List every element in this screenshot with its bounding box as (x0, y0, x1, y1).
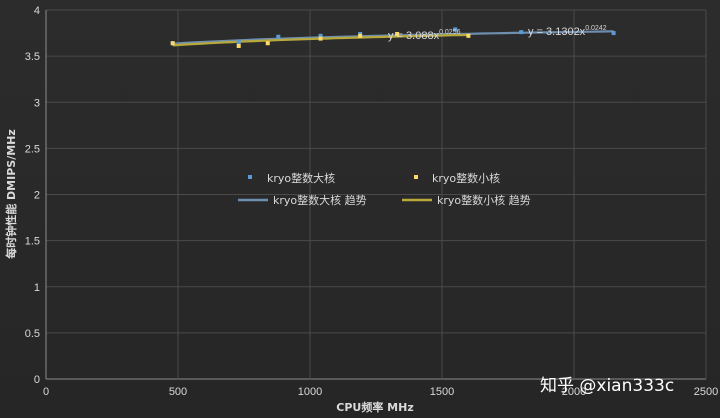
data-point-big (236, 40, 241, 45)
legend-marker-big (248, 175, 252, 179)
trendline-big (172, 30, 614, 45)
legend-label-little: kryo整数小核 (432, 171, 500, 185)
data-point-big (318, 33, 323, 38)
x-tick-label: 1500 (430, 386, 454, 398)
y-tick-label: 3 (34, 97, 40, 109)
data-point-little (358, 33, 363, 38)
y-tick-label: 1 (34, 282, 40, 294)
x-tick-label: 500 (169, 386, 187, 398)
data-point-little (395, 31, 400, 36)
data-point-little (170, 41, 175, 46)
trend-equation-big: y = 3.1302x0.0242 (528, 25, 607, 38)
legend: kryo整数大核 kryo整数小核 kryo整数大核 趋势 kryo整数小核 趋… (238, 171, 531, 207)
y-tick-label: 1.5 (25, 236, 40, 248)
y-tick-label: 0.5 (25, 328, 40, 340)
legend-label-little-trend: kryo整数小核 趋势 (437, 193, 531, 207)
y-tick-label: 3.5 (25, 51, 40, 63)
data-point-big (453, 27, 458, 32)
data-point-little (318, 36, 323, 41)
x-axis-title: CPU频率 MHz (336, 400, 413, 414)
data-point-big (611, 31, 616, 36)
y-tick-label: 2.5 (25, 143, 40, 155)
x-tick-label: 2000 (562, 386, 586, 398)
data-points (170, 27, 616, 48)
trend-equation-little: y = 3.088x0.0256 (388, 29, 461, 42)
legend-label-big: kryo整数大核 (267, 171, 335, 185)
y-tick-label: 2 (34, 190, 40, 202)
grid (45, 9, 707, 380)
y-tick-label: 0 (34, 374, 40, 386)
y-tick-label: 4 (34, 5, 40, 17)
watermark: 知乎 @xian333c (540, 376, 674, 396)
x-tick-label: 2500 (694, 386, 718, 398)
data-point-little (466, 33, 471, 38)
x-tick-label: 0 (43, 386, 49, 398)
x-tick-label: 1000 (298, 386, 322, 398)
legend-marker-little (414, 175, 418, 179)
axes: 0 0.5 1 1.5 2 2.5 3 3.5 4 0 500 1000 1500 2000 2500 (25, 5, 719, 398)
data-point-big (276, 34, 281, 39)
data-point-big (519, 30, 524, 35)
data-point-little (236, 43, 241, 48)
data-point-little (265, 41, 270, 46)
legend-label-big-trend: kryo整数大核 趋势 (273, 193, 367, 207)
y-axis-title: 每时钟性能 DMIPS/MHz (4, 129, 18, 259)
